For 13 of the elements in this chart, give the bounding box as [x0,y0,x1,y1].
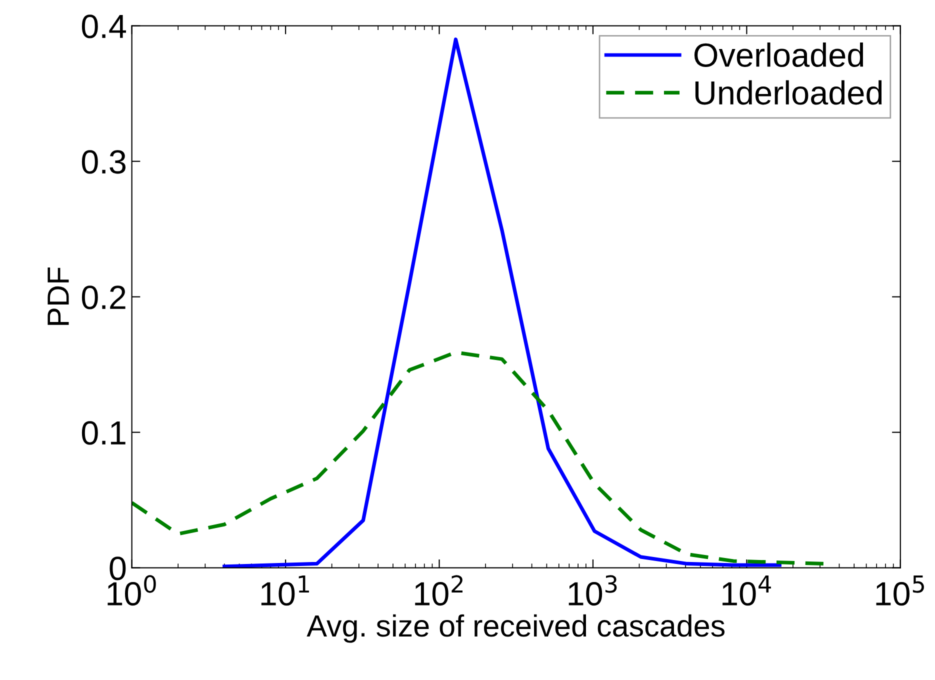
y-tick-label: 0.2 [82,286,126,310]
x-tick-label: 10$^{5}$ [876,576,924,606]
x-tick-label: 10$^{4}$ [722,576,771,606]
x-tick-label: 10$^{3}$ [568,575,617,606]
y-axis-title: PDF [48,267,69,325]
x-tick-label: 10$^{2}$ [415,575,462,606]
y-tick-label: 0.4 [82,14,126,38]
legend-label: Overloaded [694,42,864,67]
y-tick-label: 0.3 [82,150,126,174]
x-axis-title: Avg. size of received cascades [306,614,725,643]
y-tick-label: 0.1 [82,421,126,445]
legend-label: Underloaded [695,80,882,105]
x-tick-label: 10$^{1}$ [261,576,309,606]
